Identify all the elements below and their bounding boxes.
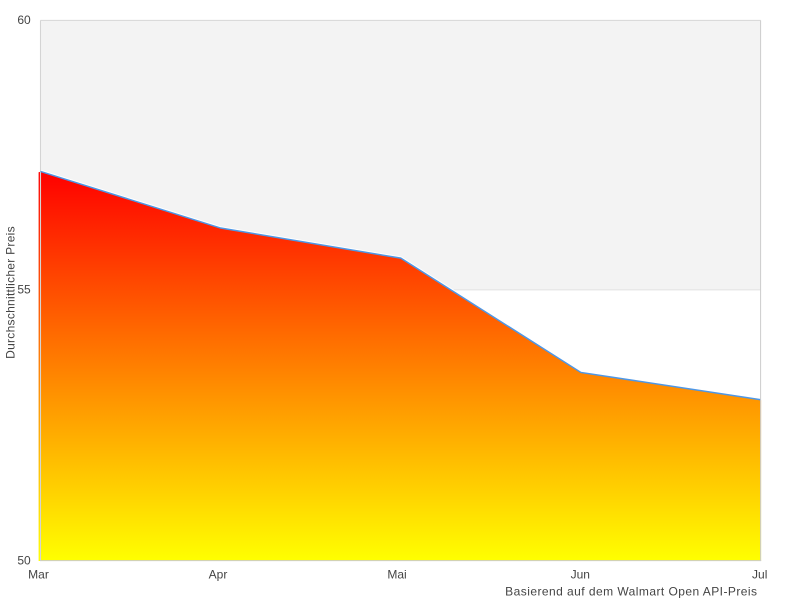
svg-text:50: 50: [17, 553, 31, 567]
svg-text:Jun: Jun: [571, 568, 590, 582]
svg-text:Mai: Mai: [387, 568, 406, 582]
svg-text:Jul: Jul: [752, 568, 767, 582]
svg-text:Durchschnittlicher Preis: Durchschnittlicher Preis: [4, 226, 18, 359]
svg-text:Basierend auf dem Walmart Open: Basierend auf dem Walmart Open API-Preis: [505, 584, 757, 598]
svg-text:Mar: Mar: [28, 568, 49, 582]
svg-text:Apr: Apr: [209, 568, 228, 582]
svg-text:60: 60: [17, 13, 31, 27]
svg-text:55: 55: [17, 283, 31, 297]
